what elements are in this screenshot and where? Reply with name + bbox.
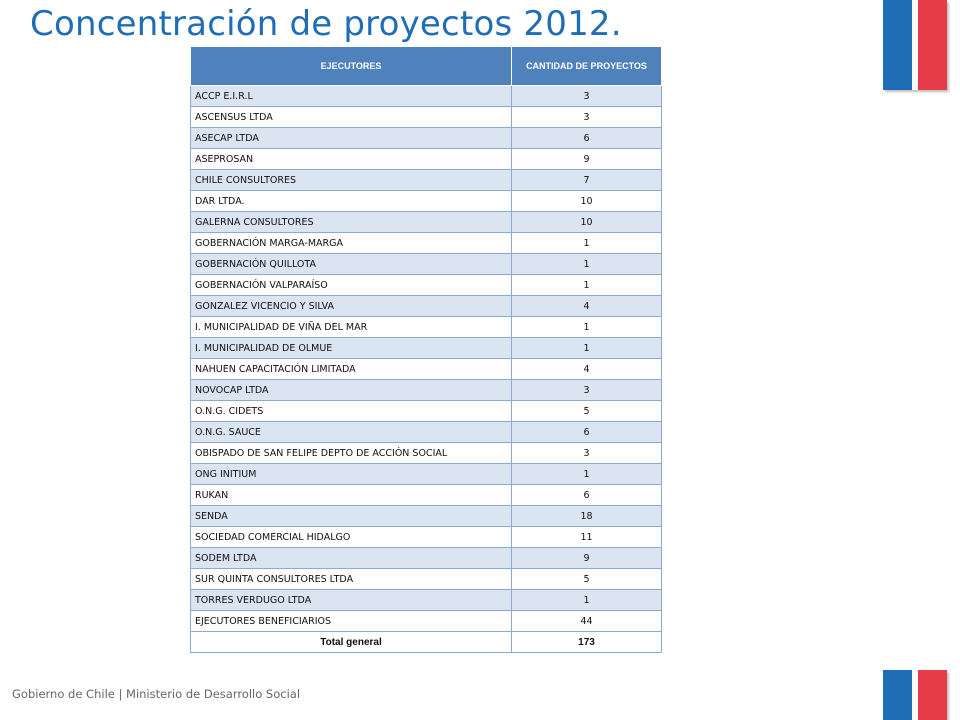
table-row: GOBERNACIÓN QUILLOTA 1 <box>190 253 662 275</box>
ejecutor-cell: SODEM LTDA <box>190 547 512 569</box>
ejecutor-cell: EJECUTORES BENEFICIARIOS <box>190 610 512 632</box>
ejecutor-cell: ACCP E.I.R.L <box>190 85 512 107</box>
cantidad-cell: 18 <box>511 505 662 527</box>
cantidad-cell: 6 <box>511 127 662 149</box>
table-row: O.N.G. SAUCE 6 <box>190 421 662 443</box>
header-ejecutores: EJECUTORES <box>190 46 512 86</box>
ejecutor-cell: GOBERNACIÓN VALPARAÍSO <box>190 274 512 296</box>
cantidad-cell: 10 <box>511 211 662 233</box>
ejecutor-cell: DAR LTDA. <box>190 190 512 212</box>
cantidad-cell: 6 <box>511 484 662 506</box>
cantidad-cell: 5 <box>511 568 662 590</box>
ejecutor-cell: ONG INITIUM <box>190 463 512 485</box>
cantidad-cell: 10 <box>511 190 662 212</box>
table-row: DAR LTDA. 10 <box>190 190 662 212</box>
table-row: I. MUNICIPALIDAD DE VIÑA DEL MAR 1 <box>190 316 662 338</box>
ejecutor-cell: TORRES VERDUGO LTDA <box>190 589 512 611</box>
chile-flag-logo-top <box>883 0 947 90</box>
total-value-cell: 173 <box>511 631 662 653</box>
table-row: NOVOCAP LTDA 3 <box>190 379 662 401</box>
table-row: SODEM LTDA 9 <box>190 547 662 569</box>
table-body: ACCP E.I.R.L 3 ASCENSUS LTDA 3 ASECAP LTDA 6 A… <box>190 85 662 653</box>
cantidad-cell: 9 <box>511 148 662 170</box>
ejecutor-cell: NAHUEN CAPACITACIÓN LIMITADA <box>190 358 512 380</box>
ejecutor-cell: ASCENSUS LTDA <box>190 106 512 128</box>
ejecutor-cell: SUR QUINTA CONSULTORES LTDA <box>190 568 512 590</box>
table-row: OBISPADO DE SAN FELIPE DEPTO DE ACCIÓN S… <box>190 442 662 464</box>
ejecutor-cell: RUKAN <box>190 484 512 506</box>
total-row: Total general 173 <box>190 631 662 653</box>
table-row: GOBERNACIÓN VALPARAÍSO 1 <box>190 274 662 296</box>
ejecutor-cell: I. MUNICIPALIDAD DE VIÑA DEL MAR <box>190 316 512 338</box>
cantidad-cell: 1 <box>511 589 662 611</box>
cantidad-cell: 1 <box>511 274 662 296</box>
flag-white-stripe <box>912 670 918 720</box>
table-row: ACCP E.I.R.L 3 <box>190 85 662 107</box>
ejecutor-cell: OBISPADO DE SAN FELIPE DEPTO DE ACCIÓN S… <box>190 442 512 464</box>
table-row: ASCENSUS LTDA 3 <box>190 106 662 128</box>
ejecutor-cell: GOBERNACIÓN MARGA-MARGA <box>190 232 512 254</box>
table-row: SUR QUINTA CONSULTORES LTDA 5 <box>190 568 662 590</box>
cantidad-cell: 9 <box>511 547 662 569</box>
table-header-row: EJECUTORES CANTIDAD DE PROYECTOS <box>190 46 662 86</box>
total-label-cell: Total general <box>190 631 512 653</box>
cantidad-cell: 1 <box>511 316 662 338</box>
projects-table: EJECUTORES CANTIDAD DE PROYECTOS ACCP E.… <box>190 46 662 653</box>
table-row: GOBERNACIÓN MARGA-MARGA 1 <box>190 232 662 254</box>
table-row: SENDA 18 <box>190 505 662 527</box>
flag-blue-stripe <box>883 670 912 720</box>
cantidad-cell: 1 <box>511 463 662 485</box>
footer-text: Gobierno de Chile | Ministerio de Desarr… <box>12 687 301 701</box>
cantidad-cell: 11 <box>511 526 662 548</box>
cantidad-cell: 3 <box>511 379 662 401</box>
cantidad-cell: 5 <box>511 400 662 422</box>
ejecutor-cell: NOVOCAP LTDA <box>190 379 512 401</box>
page-title: Concentración de proyectos 2012. <box>30 4 622 44</box>
ejecutor-cell: GALERNA CONSULTORES <box>190 211 512 233</box>
table-row: SOCIEDAD COMERCIAL HIDALGO 11 <box>190 526 662 548</box>
table-row: ASECAP LTDA 6 <box>190 127 662 149</box>
table-row: RUKAN 6 <box>190 484 662 506</box>
table-row: GONZALEZ VICENCIO Y SILVA 4 <box>190 295 662 317</box>
header-cantidad-proyectos: CANTIDAD DE PROYECTOS <box>511 46 662 86</box>
cantidad-cell: 3 <box>511 85 662 107</box>
ejecutor-cell: O.N.G. SAUCE <box>190 421 512 443</box>
table-row: I. MUNICIPALIDAD DE OLMUE 1 <box>190 337 662 359</box>
ejecutor-cell: SOCIEDAD COMERCIAL HIDALGO <box>190 526 512 548</box>
flag-red-stripe <box>918 670 947 720</box>
chile-flag-logo-bottom <box>883 670 947 720</box>
ejecutor-cell: GONZALEZ VICENCIO Y SILVA <box>190 295 512 317</box>
flag-white-stripe <box>912 0 918 90</box>
table-row: ASEPROSAN 9 <box>190 148 662 170</box>
cantidad-cell: 7 <box>511 169 662 191</box>
cantidad-cell: 1 <box>511 337 662 359</box>
cantidad-cell: 3 <box>511 442 662 464</box>
ejecutor-cell: I. MUNICIPALIDAD DE OLMUE <box>190 337 512 359</box>
ejecutor-cell: O.N.G. CIDETS <box>190 400 512 422</box>
cantidad-cell: 1 <box>511 232 662 254</box>
table-row: GALERNA CONSULTORES 10 <box>190 211 662 233</box>
cantidad-cell: 6 <box>511 421 662 443</box>
flag-red-stripe <box>918 0 947 90</box>
ejecutor-cell: ASEPROSAN <box>190 148 512 170</box>
cantidad-cell: 44 <box>511 610 662 632</box>
cantidad-cell: 4 <box>511 295 662 317</box>
cantidad-cell: 1 <box>511 253 662 275</box>
ejecutor-cell: GOBERNACIÓN QUILLOTA <box>190 253 512 275</box>
ejecutor-cell: ASECAP LTDA <box>190 127 512 149</box>
ejecutor-cell: SENDA <box>190 505 512 527</box>
ejecutor-cell: CHILE CONSULTORES <box>190 169 512 191</box>
table-row: NAHUEN CAPACITACIÓN LIMITADA 4 <box>190 358 662 380</box>
cantidad-cell: 3 <box>511 106 662 128</box>
table-row: O.N.G. CIDETS 5 <box>190 400 662 422</box>
table-row: EJECUTORES BENEFICIARIOS 44 <box>190 610 662 632</box>
flag-blue-stripe <box>883 0 912 90</box>
cantidad-cell: 4 <box>511 358 662 380</box>
projects-table-container: EJECUTORES CANTIDAD DE PROYECTOS ACCP E.… <box>190 46 662 653</box>
table-row: ONG INITIUM 1 <box>190 463 662 485</box>
table-row: CHILE CONSULTORES 7 <box>190 169 662 191</box>
table-row: TORRES VERDUGO LTDA 1 <box>190 589 662 611</box>
